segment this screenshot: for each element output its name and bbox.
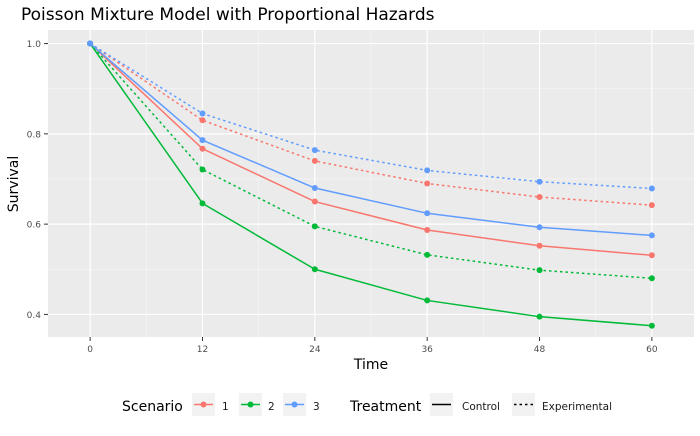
data-point — [311, 266, 318, 273]
data-point — [424, 227, 431, 234]
data-point — [311, 198, 318, 205]
axis-ticks: 0 12 24 36 48 60 0.4 0.6 0.8 1.0 — [27, 40, 658, 355]
y-tick-label: 1.0 — [27, 40, 42, 50]
data-point — [424, 297, 431, 304]
x-axis-label: Time — [353, 357, 388, 373]
x-tick-label: 36 — [421, 345, 433, 355]
data-point — [311, 223, 318, 230]
legend-treatment-title: Treatment — [349, 399, 422, 415]
data-point — [648, 252, 655, 259]
data-point — [199, 117, 206, 124]
y-tick-label: 0.6 — [27, 221, 42, 231]
legend: Scenario Treatment 1 2 3 Control Experimenta… — [122, 393, 612, 416]
series-line-1-experimental — [89, 42, 652, 206]
y-tick-label: 0.4 — [27, 311, 42, 321]
data-point — [536, 313, 543, 320]
legend-label-scenario-1: 1 — [222, 401, 229, 413]
data-point — [648, 202, 655, 209]
data-point — [199, 145, 206, 152]
data-point — [87, 40, 94, 47]
legend-label-scenario-3: 3 — [313, 401, 320, 413]
chart-title: Poisson Mixture Model with Proportional … — [21, 5, 435, 25]
x-tick-label: 24 — [309, 345, 321, 355]
data-point — [536, 242, 543, 249]
legend-label-scenario-2: 2 — [268, 401, 275, 413]
series-line-3-control — [89, 42, 652, 237]
data-point — [199, 137, 206, 144]
grid-lines — [48, 30, 694, 337]
data-point — [311, 157, 318, 164]
data-point — [311, 185, 318, 192]
data-point — [536, 178, 543, 185]
data-point — [536, 267, 543, 274]
legend-scenario-title: Scenario — [122, 399, 183, 415]
y-axis-label: Survival — [6, 156, 22, 212]
series-lines — [87, 40, 655, 329]
x-tick-label: 12 — [197, 345, 208, 355]
data-point — [536, 194, 543, 201]
data-point — [648, 185, 655, 192]
data-point — [199, 110, 206, 117]
data-point — [424, 180, 431, 187]
series-line-3-experimental — [89, 42, 652, 190]
data-point — [424, 210, 431, 217]
legend-point-scenario-2 — [247, 401, 254, 408]
data-point — [199, 166, 206, 173]
x-tick-label: 60 — [646, 345, 658, 355]
data-point — [424, 251, 431, 258]
data-point — [648, 275, 655, 282]
data-point — [648, 322, 655, 329]
data-point — [424, 167, 431, 174]
series-line-2-control — [89, 43, 652, 327]
legend-key-bg — [512, 393, 535, 416]
legend-label-experimental: Experimental — [542, 401, 612, 413]
data-point — [199, 200, 206, 207]
data-point — [648, 232, 655, 239]
series-line-1-control — [89, 42, 652, 257]
legend-label-control: Control — [462, 401, 500, 413]
x-tick-label: 48 — [534, 345, 546, 355]
y-tick-label: 0.8 — [27, 130, 42, 140]
x-tick-label: 0 — [87, 345, 93, 355]
legend-point-scenario-1 — [200, 401, 207, 408]
series-line-2-experimental — [89, 43, 652, 280]
legend-point-scenario-3 — [291, 401, 298, 408]
data-point — [536, 224, 543, 231]
data-point — [311, 147, 318, 154]
